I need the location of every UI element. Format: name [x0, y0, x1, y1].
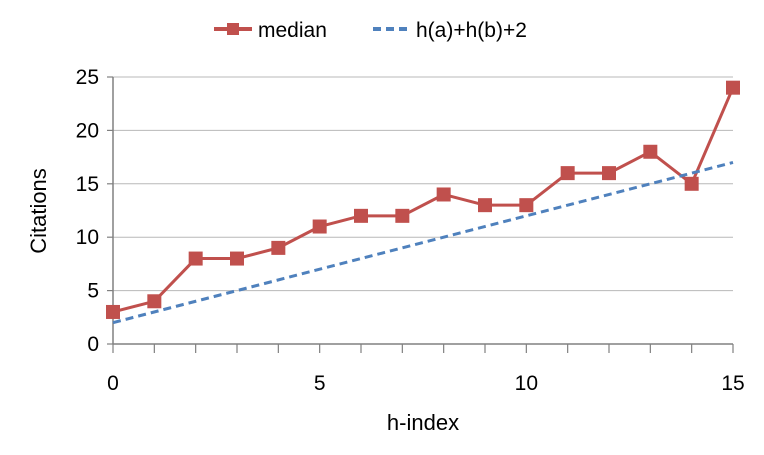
data-point-0-10 [519, 198, 534, 213]
legend: median h(a)+h(b)+2 [214, 19, 527, 42]
data-point-0-7 [395, 208, 410, 223]
data-point-0-9 [478, 198, 492, 213]
y-axis-title: Citations [26, 168, 51, 254]
x-tick-label-1: 5 [314, 372, 326, 395]
data-point-0-12 [602, 166, 616, 181]
data-point-0-6 [354, 208, 368, 223]
legend-label-median: median [258, 19, 327, 42]
legend-entry-median: median [214, 19, 327, 42]
series-layer [106, 80, 740, 325]
y-tick-label-5: 25 [76, 66, 99, 89]
series-line-1 [112, 160, 734, 325]
data-point-0-8 [436, 187, 451, 202]
data-point-0-15 [726, 80, 740, 95]
x-tick-label-2: 10 [515, 372, 538, 395]
y-tick-label-3: 15 [76, 173, 99, 196]
data-point-0-2 [188, 251, 203, 266]
axes: 0 5 10 15 20 25 0 5 10 15 [76, 66, 745, 395]
data-point-0-3 [230, 251, 244, 266]
legend-swatch-median-marker [227, 23, 239, 35]
data-point-0-4 [271, 240, 286, 255]
legend-entry-hab2: h(a)+h(b)+2 [373, 19, 527, 42]
data-point-0-14 [684, 176, 699, 191]
data-point-0-5 [312, 219, 327, 234]
data-point-0-1 [147, 294, 162, 309]
data-point-0-13 [643, 144, 658, 159]
series-line-0 [112, 87, 735, 314]
x-axis-title: h-index [387, 410, 459, 435]
data-point-0-11 [560, 166, 575, 181]
y-tick-label-1: 5 [87, 280, 99, 303]
y-tick-label-2: 10 [76, 226, 99, 249]
x-tick-label-0: 0 [107, 372, 119, 395]
gridlines [113, 76, 733, 292]
data-point-0-0 [106, 304, 120, 319]
y-tick-label-0: 0 [87, 333, 99, 356]
legend-label-hab2: h(a)+h(b)+2 [416, 19, 527, 42]
x-tick-label-3: 15 [721, 372, 744, 395]
y-tick-label-4: 20 [76, 119, 99, 142]
